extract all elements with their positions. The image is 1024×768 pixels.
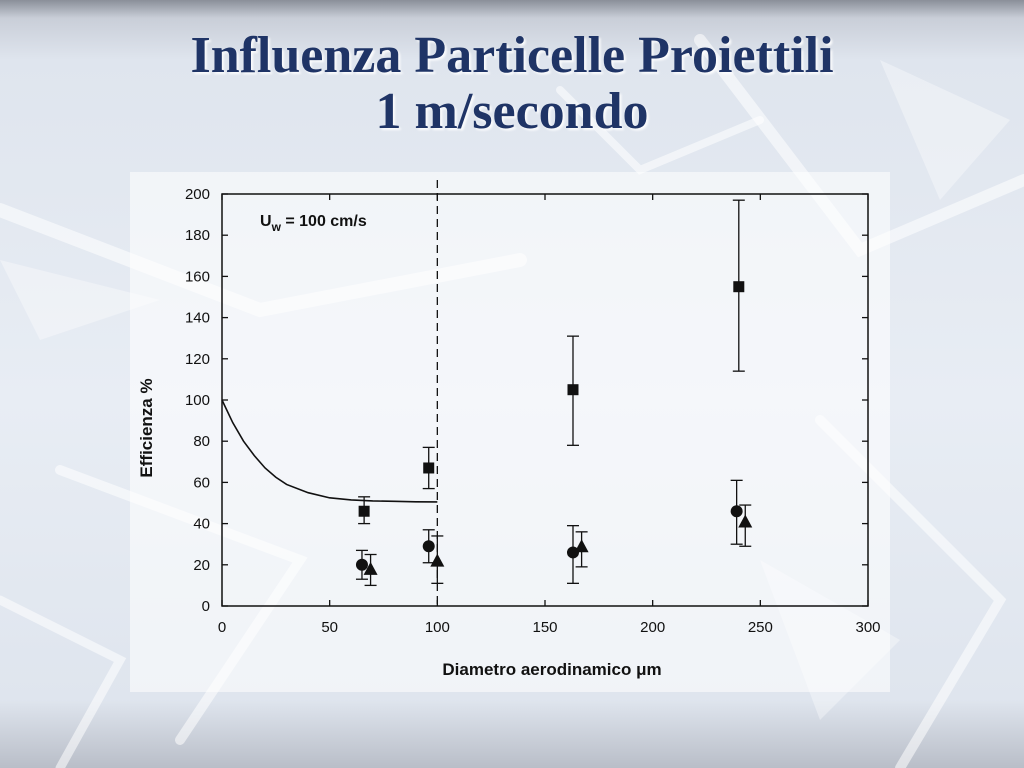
data-point-circle: [422, 540, 435, 553]
x-tick-label: 300: [855, 619, 880, 636]
data-point-triangle: [430, 553, 445, 567]
fit-curve: [221, 399, 438, 503]
y-tick-label: 120: [185, 351, 210, 368]
data-point-triangle: [363, 561, 378, 575]
y-tick-label: 100: [185, 392, 210, 409]
annotation: Uw = 100 cm/s: [260, 213, 367, 234]
x-tick-label: 150: [532, 619, 557, 636]
data-marks: [355, 199, 753, 587]
x-tick-label: 250: [748, 619, 773, 636]
x-axis: 0 50 100 150 200 250 300: [218, 194, 881, 636]
annotation-sub: w: [271, 220, 282, 234]
x-axis-title: Diametro aerodinamico μm: [442, 660, 661, 679]
y-tick-label: 180: [185, 227, 210, 244]
x-tick-label: 50: [321, 619, 338, 636]
y-tick-label: 40: [193, 516, 210, 533]
data-point-triangle: [574, 539, 589, 553]
data-point-square: [423, 462, 435, 474]
data-point-triangle: [738, 514, 753, 528]
x-tick-label: 0: [218, 619, 226, 636]
x-tick-label: 200: [640, 619, 665, 636]
data-point-square: [358, 505, 370, 517]
y-tick-label: 60: [193, 474, 210, 491]
y-tick-label: 160: [185, 268, 210, 285]
slide-title-line1: Influenza Particelle Proiettili: [190, 27, 834, 84]
x-tick-label: 100: [425, 619, 450, 636]
data-point-circle: [355, 558, 368, 571]
y-tick-label: 140: [185, 310, 210, 327]
slide-title: Influenza Particelle Proiettili 1 m/seco…: [0, 28, 1024, 140]
data-point-circle: [566, 546, 579, 559]
y-tick-label: 80: [193, 433, 210, 450]
annotation-main: U: [260, 213, 272, 230]
plot-panel: [130, 172, 890, 692]
data-point-circle: [730, 505, 743, 518]
y-tick-label: 200: [185, 186, 210, 203]
data-point-square: [567, 384, 579, 396]
annotation-rest: = 100 cm/s: [281, 213, 367, 230]
slide-title-line2: 1 m/secondo: [375, 83, 649, 140]
y-tick-label: 20: [193, 557, 210, 574]
data-point-square: [733, 281, 745, 293]
y-tick-label: 0: [202, 598, 210, 615]
y-axis-title: Efficienza %: [137, 378, 156, 477]
y-axis: 0 20 40 60 80 100 120 140 160 180 200: [185, 186, 868, 615]
